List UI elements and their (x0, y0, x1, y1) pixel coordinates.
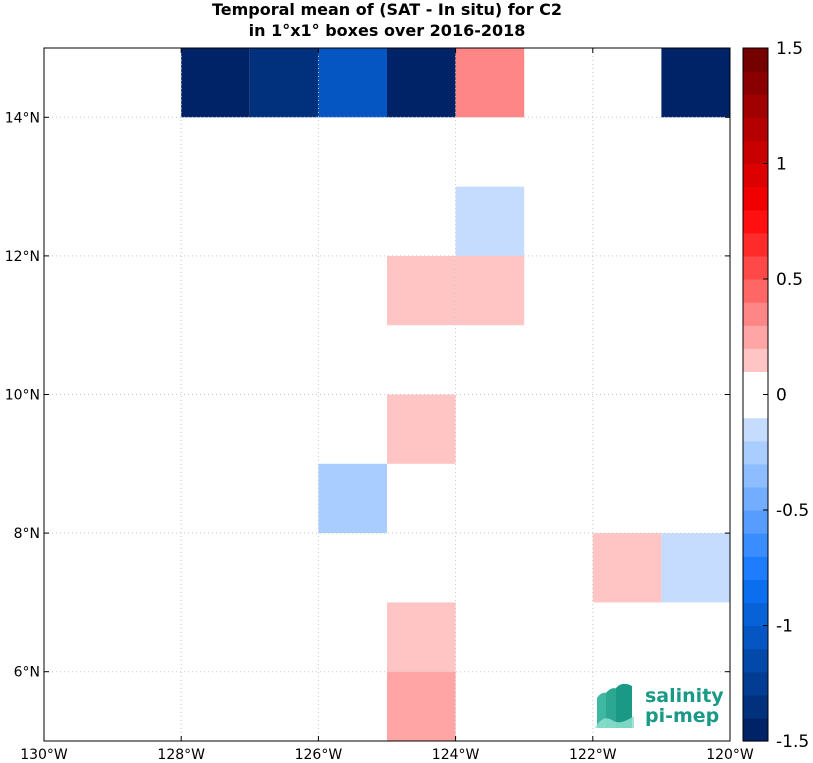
colorbar-tick-label: 1 (776, 155, 787, 175)
x-tick-label: 124°W (432, 747, 480, 763)
colorbar-tick-label: 0.5 (776, 270, 803, 290)
logo-line-1: salinity (645, 685, 724, 707)
heatmap-cell (455, 186, 525, 256)
x-axis-ticks: 130°W 128°W 126°W 124°W 122°W 120°W (20, 48, 754, 763)
colorbar-tick-label: 0 (776, 386, 787, 406)
colorbar-segment (743, 71, 768, 95)
logo-line-2: pi-mep (645, 705, 719, 727)
colorbar-tick-label: -1.5 (776, 732, 809, 752)
colorbar-segment (743, 94, 768, 118)
colorbar-segment (743, 302, 768, 326)
colorbar-tick-label: -0.5 (776, 501, 809, 521)
colorbar-tick-label: 1.5 (776, 39, 803, 59)
colorbar-segment (743, 579, 768, 603)
colorbar-segment (743, 48, 768, 72)
x-tick-label: 128°W (157, 747, 205, 763)
x-tick-label: 122°W (569, 747, 617, 763)
x-tick-label: 130°W (20, 747, 68, 763)
heatmap-cell (661, 48, 730, 118)
colorbar-segment (743, 255, 768, 280)
colorbar-segment (743, 694, 768, 719)
x-tick-label: 120°W (706, 747, 754, 763)
colorbar-segment (743, 117, 768, 141)
y-tick-label: 12°N (5, 249, 40, 265)
y-axis-ticks: 6°N 8°N 10°N 12°N 14°N (5, 110, 730, 681)
heatmap-cell (387, 394, 456, 464)
colorbar-segment (743, 348, 768, 372)
heatmap-cell (661, 533, 730, 603)
chart-subtitle: in 1°x1° boxes over 2016-2018 (248, 21, 526, 40)
colorbar-segment (743, 533, 768, 557)
heatmap-cell (318, 463, 387, 534)
heatmap-cell (387, 255, 456, 326)
heatmap-cells (181, 48, 730, 741)
colorbar-segment (743, 625, 768, 650)
heatmap-cell (455, 255, 525, 326)
colorbar-segment (743, 163, 768, 188)
colorbar-segment (743, 671, 768, 696)
y-tick-label: 8°N (14, 526, 40, 542)
colorbar-segment (743, 371, 768, 396)
heatmap-cell (592, 533, 662, 603)
colorbar-segment (743, 463, 768, 488)
colorbar-segment (743, 717, 768, 742)
heatmap-cell (181, 48, 250, 118)
logo-wave-icon (595, 683, 634, 728)
colorbar-tick-label: -1 (776, 617, 793, 637)
colorbar-segment (743, 325, 768, 349)
colorbar-segment (743, 279, 768, 303)
colorbar: 1.5 1 0.5 0 -0.5 -1 -1.5 (742, 39, 809, 752)
y-tick-label: 14°N (5, 110, 40, 126)
y-tick-label: 6°N (14, 665, 40, 681)
chart-title: Temporal mean of (SAT - In situ) for C2 (211, 0, 563, 19)
heatmap-cell (387, 671, 456, 741)
x-tick-label: 126°W (295, 747, 343, 763)
colorbar-segment (743, 186, 768, 211)
colorbar-segment (743, 394, 768, 419)
colorbar-segment (743, 510, 768, 534)
heatmap-cell (318, 48, 387, 118)
heatmap-cell (249, 48, 319, 118)
colorbar-segment (743, 556, 768, 580)
colorbar-segment (743, 209, 768, 234)
heatmap-cell (387, 602, 456, 672)
y-tick-label: 10°N (5, 388, 40, 404)
colorbar-segment (743, 440, 768, 465)
colorbar-segment (743, 417, 768, 442)
colorbar-segment (743, 232, 768, 257)
heatmap-cell (455, 48, 525, 118)
colorbar-segment (743, 486, 768, 511)
colorbar-segment (743, 648, 768, 673)
colorbar-segment (743, 602, 768, 627)
heatmap-cell (387, 48, 456, 118)
colorbar-segment (743, 140, 768, 165)
salinity-pi-mep-logo: salinity pi-mep (595, 683, 724, 728)
